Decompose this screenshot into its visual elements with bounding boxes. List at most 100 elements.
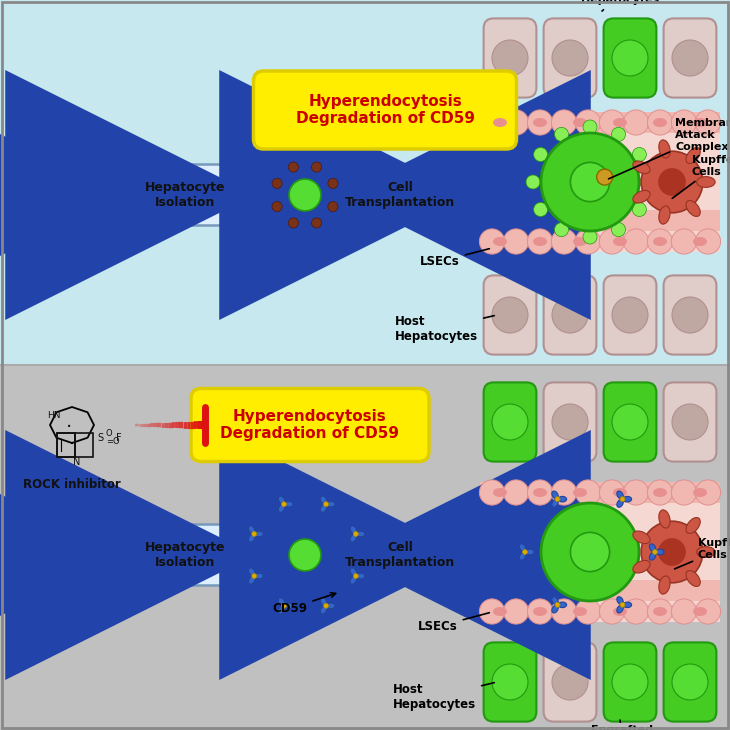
Circle shape [312, 218, 322, 228]
Circle shape [672, 297, 708, 333]
Circle shape [599, 229, 625, 254]
Circle shape [570, 162, 610, 201]
Circle shape [648, 229, 672, 254]
Circle shape [555, 127, 569, 142]
Circle shape [658, 538, 686, 566]
FancyBboxPatch shape [337, 524, 463, 585]
Ellipse shape [278, 496, 285, 504]
Ellipse shape [658, 576, 670, 594]
Ellipse shape [693, 488, 707, 497]
Circle shape [552, 40, 588, 76]
Circle shape [672, 599, 696, 624]
Bar [480, 112, 720, 133]
FancyBboxPatch shape [337, 164, 463, 226]
Text: Kupffer
Cells: Kupffer Cells [675, 539, 730, 569]
Circle shape [552, 664, 588, 700]
Circle shape [672, 404, 708, 440]
Circle shape [599, 110, 625, 135]
Text: LSECs: LSECs [418, 612, 489, 633]
Ellipse shape [686, 571, 700, 586]
Circle shape [551, 229, 577, 254]
Ellipse shape [617, 491, 623, 499]
Ellipse shape [327, 603, 335, 609]
Circle shape [492, 664, 528, 700]
Text: Kupffer
Cells: Kupffer Cells [672, 155, 730, 199]
Circle shape [672, 480, 696, 505]
Circle shape [672, 110, 696, 135]
Ellipse shape [278, 504, 285, 512]
Bar [75, 433, 93, 457]
Circle shape [527, 229, 553, 254]
Ellipse shape [573, 237, 587, 246]
Circle shape [696, 480, 721, 505]
Circle shape [492, 40, 528, 76]
Text: CD59: CD59 [272, 593, 336, 615]
Circle shape [312, 162, 322, 172]
Ellipse shape [552, 605, 558, 613]
Ellipse shape [493, 118, 507, 127]
Ellipse shape [558, 602, 566, 607]
Ellipse shape [633, 531, 650, 544]
Ellipse shape [70, 158, 104, 184]
Ellipse shape [519, 553, 526, 560]
Circle shape [623, 599, 648, 624]
Ellipse shape [248, 526, 255, 534]
Ellipse shape [573, 488, 587, 497]
FancyBboxPatch shape [664, 383, 716, 461]
Ellipse shape [350, 577, 356, 584]
Circle shape [575, 480, 601, 505]
Bar [57, 433, 75, 457]
Bar [480, 112, 720, 252]
FancyBboxPatch shape [191, 388, 429, 461]
Circle shape [575, 229, 601, 254]
Ellipse shape [350, 534, 356, 542]
Bar [0, 365, 730, 730]
Ellipse shape [519, 544, 526, 552]
FancyBboxPatch shape [483, 642, 537, 721]
Ellipse shape [248, 534, 255, 542]
FancyBboxPatch shape [664, 18, 716, 98]
Text: Hepatocyte
Isolation: Hepatocyte Isolation [145, 541, 226, 569]
Circle shape [575, 110, 601, 135]
FancyBboxPatch shape [483, 383, 537, 461]
Circle shape [480, 110, 504, 135]
Ellipse shape [552, 596, 558, 604]
Text: ·: · [66, 418, 72, 437]
Text: Hyperendocytosis
Degradation of CD59: Hyperendocytosis Degradation of CD59 [296, 93, 474, 126]
Text: Hepatocyte
Isolation: Hepatocyte Isolation [145, 181, 226, 209]
Circle shape [527, 599, 553, 624]
Bar [0, 0, 730, 365]
Ellipse shape [656, 549, 664, 555]
Ellipse shape [658, 140, 670, 158]
Ellipse shape [285, 603, 293, 609]
Ellipse shape [248, 577, 255, 584]
Ellipse shape [653, 488, 667, 497]
Circle shape [323, 502, 328, 507]
Ellipse shape [533, 607, 547, 616]
FancyBboxPatch shape [544, 642, 596, 721]
Ellipse shape [653, 607, 667, 616]
Circle shape [575, 599, 601, 624]
Ellipse shape [686, 201, 700, 217]
Circle shape [534, 202, 548, 217]
Circle shape [672, 229, 696, 254]
Circle shape [632, 202, 646, 217]
Ellipse shape [633, 191, 650, 203]
Circle shape [599, 599, 625, 624]
Circle shape [272, 178, 282, 188]
Circle shape [623, 110, 648, 135]
Ellipse shape [320, 598, 327, 605]
Ellipse shape [70, 514, 104, 539]
Circle shape [653, 550, 658, 555]
Circle shape [504, 599, 529, 624]
Circle shape [480, 229, 504, 254]
Ellipse shape [653, 237, 667, 246]
Circle shape [612, 664, 648, 700]
Circle shape [632, 147, 646, 161]
FancyBboxPatch shape [604, 18, 656, 98]
Text: S: S [97, 433, 103, 443]
Circle shape [492, 404, 528, 440]
FancyBboxPatch shape [125, 164, 245, 226]
Text: =O: =O [106, 437, 120, 446]
Text: N: N [73, 457, 81, 467]
